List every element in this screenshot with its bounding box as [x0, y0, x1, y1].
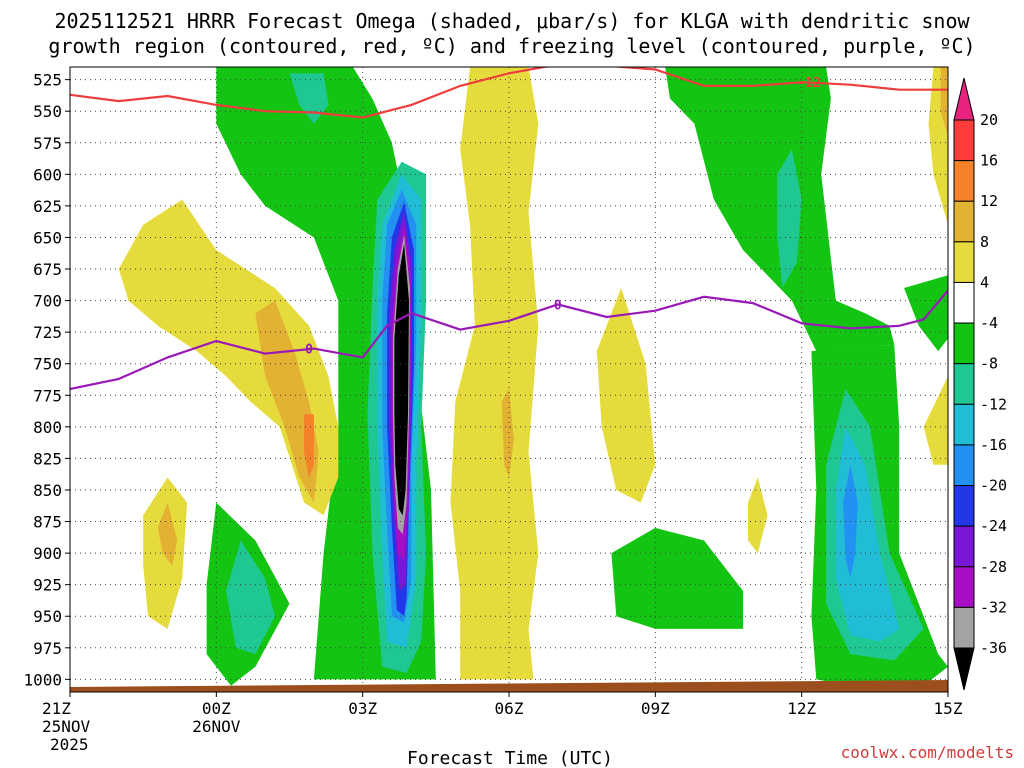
colorbar-label-7: -12 — [980, 395, 1007, 413]
colorbar-segment-8 — [953, 403, 975, 446]
colorbar-segment-9 — [953, 444, 975, 487]
colorbar-bottom-arrow — [953, 647, 975, 691]
omega-region-upper-teal-patch — [289, 73, 329, 124]
x-tick-date-21Z: 25NOV — [42, 717, 91, 736]
colorbar: 20 16 12 8 4 -4 -8 -12 -16 -20 -24 -28 -32 -36 — [953, 77, 1007, 691]
freezing-level-line — [70, 289, 948, 391]
y-tick-label-800: 800 — [33, 418, 62, 437]
omega-region-center-yellow-band — [450, 67, 539, 680]
colorbar-label-6: -8 — [980, 355, 998, 373]
y-tick-label-575: 575 — [33, 134, 62, 153]
x-tick-label-06Z: 06Z — [495, 699, 524, 718]
y-tick-label-750: 750 — [33, 355, 62, 374]
y-axis: 525 550 575 600 625 650 675 700 725 750 775 800 825 8… — [23, 71, 70, 689]
chart-title-line-2: growth region (contoured, red, ºC) and f… — [48, 34, 975, 58]
colorbar-segment-5 — [953, 281, 975, 324]
x-tick-label-09Z: 09Z — [641, 699, 670, 718]
colorbar-segment-12 — [953, 566, 975, 608]
omega-region-center-orange — [501, 389, 514, 478]
colorbar-label-3: 8 — [980, 233, 989, 251]
omega-shading — [118, 67, 948, 686]
dgz-contour-line — [70, 67, 948, 119]
omega-region-far-right-orange-top — [940, 67, 948, 137]
colorbar-segment-3 — [953, 200, 975, 243]
contour-lines: -12 0 0 — [70, 67, 948, 391]
colorbar-label-9: -20 — [980, 477, 1007, 495]
x-tick-label-12Z: 12Z — [787, 699, 816, 718]
omega-region-left-orange-hot — [304, 414, 314, 478]
y-tick-label-550: 550 — [33, 102, 62, 121]
x-tick-label-00Z: 00Z — [202, 699, 231, 718]
colorbar-segment-6 — [953, 322, 975, 365]
colorbar-label-13: -36 — [980, 639, 1007, 657]
x-tick-year-21Z: 2025 — [50, 735, 89, 754]
y-tick-label-600: 600 — [33, 165, 62, 184]
y-tick-label-725: 725 — [33, 323, 62, 342]
colorbar-label-11: -28 — [980, 558, 1007, 576]
omega-region-far-right-yellow-bot — [923, 376, 948, 465]
freezing-level-label-2: 0 — [554, 298, 562, 313]
y-tick-label-875: 875 — [33, 513, 62, 532]
colorbar-top-arrow — [953, 77, 975, 121]
freezing-level-label-1: 0 — [305, 343, 313, 358]
omega-region-left-lower-orange — [157, 502, 178, 566]
x-axis-label: Forecast Time (UTC) — [407, 748, 613, 768]
omega-region-left-yellow-big — [118, 199, 339, 516]
colorbar-segment-2 — [953, 160, 975, 202]
colorbar-segment-13 — [953, 606, 975, 649]
colorbar-segment-4 — [953, 241, 975, 283]
watermark: coolwx.com/modelts — [841, 743, 1014, 762]
omega-region-small-yellow — [748, 477, 768, 554]
x-tick-label-21Z: 21Z — [42, 699, 71, 718]
colorbar-label-8: -16 — [980, 436, 1007, 454]
omega-region-left-orange — [255, 300, 319, 503]
y-tick-label-825: 825 — [33, 449, 62, 468]
colorbar-label-1: 16 — [980, 152, 998, 170]
dgz-contour-label: -12 — [797, 76, 820, 91]
terrain-strip — [70, 680, 948, 692]
y-tick-label-1000: 1000 — [23, 670, 62, 689]
omega-region-core-black — [394, 243, 409, 516]
colorbar-label-0: 20 — [980, 111, 998, 129]
y-tick-label-975: 975 — [33, 639, 62, 658]
x-tick-label-03Z: 03Z — [348, 699, 377, 718]
x-tick-label-15Z: 15Z — [934, 699, 963, 718]
y-tick-label-650: 650 — [33, 228, 62, 247]
omega-region-mid-yellow — [596, 288, 656, 503]
y-tick-label-950: 950 — [33, 607, 62, 626]
omega-region-far-right-green — [904, 275, 948, 352]
y-tick-label-925: 925 — [33, 576, 62, 595]
y-tick-label-625: 625 — [33, 197, 62, 216]
colorbar-label-4: 4 — [980, 273, 989, 291]
colorbar-label-12: -32 — [980, 598, 1007, 616]
x-tick-date-00Z: 26NOV — [192, 717, 241, 736]
omega-region-right-upper-teal — [777, 149, 802, 288]
colorbar-label-5: -4 — [980, 314, 998, 332]
y-tick-label-775: 775 — [33, 386, 62, 405]
colorbar-segment-1 — [953, 119, 975, 162]
colorbar-label-2: 12 — [980, 192, 998, 210]
terrain-ground — [70, 680, 948, 692]
y-tick-label-675: 675 — [33, 260, 62, 279]
y-tick-label-700: 700 — [33, 292, 62, 311]
colorbar-segment-7 — [953, 363, 975, 405]
colorbar-segment-11 — [953, 525, 975, 568]
y-tick-label-525: 525 — [33, 71, 62, 90]
y-tick-label-900: 900 — [33, 544, 62, 563]
chart-title-line-1: 2025112521 HRRR Forecast Omega (shaded, … — [54, 9, 970, 33]
y-tick-label-850: 850 — [33, 481, 62, 500]
colorbar-label-10: -24 — [980, 517, 1007, 535]
colorbar-segment-10 — [953, 485, 975, 527]
omega-region-left-low-teal — [226, 540, 275, 655]
